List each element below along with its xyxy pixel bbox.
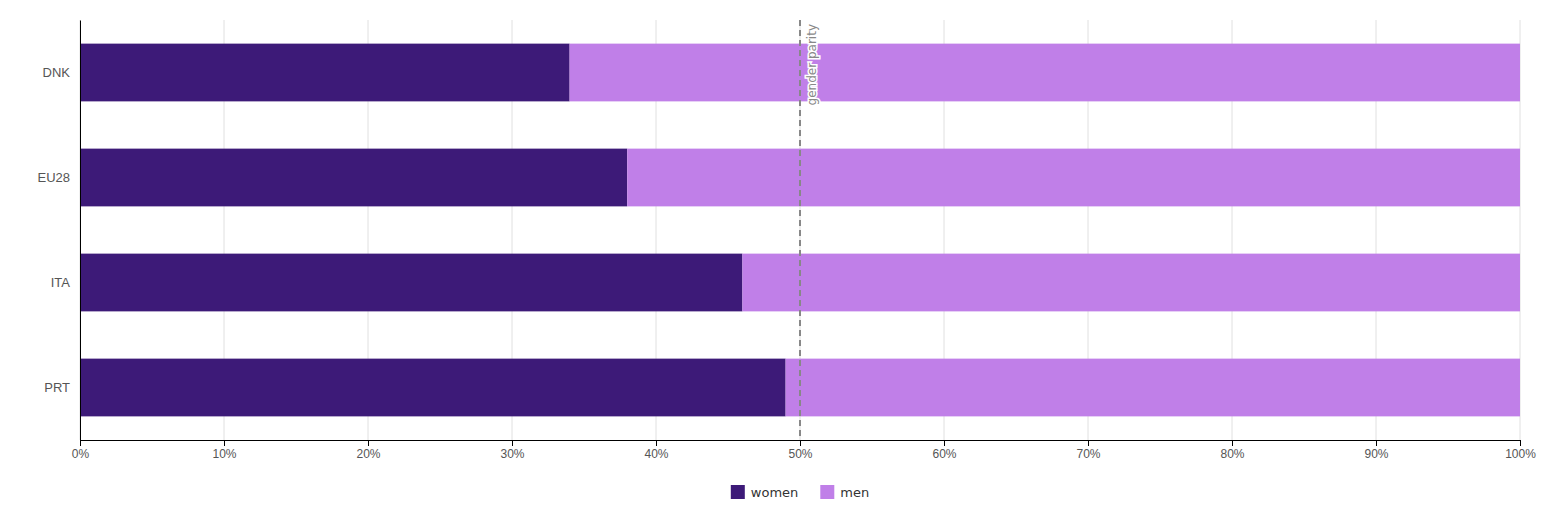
tick-mark [80,440,81,446]
tick: EU28 [37,170,70,185]
tick-mark [944,440,945,446]
grid-line [80,20,81,440]
tick: 90% [1364,440,1388,461]
tick-label: 10% [212,447,236,461]
chart: 0% 10% 20% 30% 40% 50% 60% 70% 80% 90% 100% DNK EU28… [0,0,1560,525]
tick-label: ITA [51,275,71,290]
tick: 100% [1505,440,1536,461]
bar [80,44,570,102]
tick: 50% [788,440,812,461]
tick-label: 0% [72,447,90,461]
legend-swatch [820,485,834,499]
tick: 0% [72,440,90,461]
legend-item: women [731,485,799,500]
tick-label: 50% [788,447,812,461]
bar [627,149,1520,207]
tick-label: DNK [43,65,71,80]
tick: 80% [1220,440,1244,461]
tick-label: 100% [1505,447,1536,461]
grid [80,20,1520,440]
annotation: gender parity [805,24,819,105]
tick: DNK [43,65,71,80]
tick-label: 90% [1364,447,1388,461]
bar [742,254,1520,312]
tick-label: 20% [356,447,380,461]
tick-mark [656,440,657,446]
legend-swatch [731,485,745,499]
tick-label: EU28 [37,170,70,185]
legend-label: women [751,485,799,500]
y-axis: DNK EU28 ITA PRT [37,21,80,441]
tick-mark [224,440,225,446]
x-axis: 0% 10% 20% 30% 40% 50% 60% 70% 80% 90% 100% [72,440,1536,461]
legend: women men [731,485,869,500]
legend-label: men [840,485,869,500]
bar [570,44,1520,102]
tick: PRT [44,380,70,395]
tick-label: 30% [500,447,524,461]
bar [80,359,786,417]
tick: 20% [356,440,380,461]
series [570,44,1520,417]
tick: 60% [932,440,956,461]
plot-area: 0% 10% 20% 30% 40% 50% 60% 70% 80% 90% 100% DNK EU28… [37,20,1536,461]
tick-mark [800,440,801,446]
tick-mark [1088,440,1089,446]
bar [80,254,742,312]
tick-label: PRT [44,380,70,395]
tick-label: 60% [932,447,956,461]
tick: 40% [644,440,668,461]
reference-line [799,20,801,440]
tick-mark [1232,440,1233,446]
bar [786,359,1520,417]
legend-item: men [820,485,869,500]
tick-mark [512,440,513,446]
tick-label: 40% [644,447,668,461]
tick-mark [1520,440,1521,446]
tick: 30% [500,440,524,461]
tick-mark [368,440,369,446]
axis-line [81,441,1521,447]
tick: 10% [212,440,236,461]
tick: ITA [51,275,71,290]
tick: 70% [1076,440,1100,461]
bars [80,20,1520,440]
axis-line [80,21,81,441]
tick-label: 70% [1076,447,1100,461]
bar [80,149,627,207]
tick-label: 80% [1220,447,1244,461]
tick-mark [1376,440,1377,446]
